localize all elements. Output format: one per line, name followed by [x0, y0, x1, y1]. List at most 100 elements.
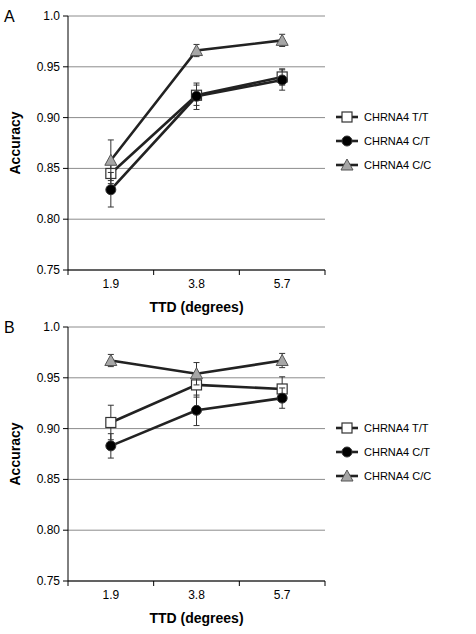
- grid-line: [68, 66, 325, 67]
- x-axis-label: TTD (degrees): [149, 299, 243, 315]
- legend-label: CHRNA4 C/C: [364, 470, 431, 482]
- data-point: [192, 405, 202, 415]
- x-axis-divider: [68, 270, 69, 275]
- y-tick: [63, 16, 68, 17]
- data-point: [277, 75, 287, 85]
- error-cap: [279, 69, 285, 70]
- y-tick-label: 0.90: [37, 111, 61, 125]
- x-axis: [68, 270, 325, 271]
- y-tick-label: 0.90: [37, 422, 61, 436]
- error-cap: [108, 180, 114, 181]
- legend-label: CHRNA4 C/C: [364, 159, 431, 171]
- y-tick-label: 0.75: [37, 263, 61, 277]
- error-cap: [279, 376, 285, 377]
- y-tick: [63, 479, 68, 480]
- x-axis-divider: [68, 581, 69, 586]
- plot-area: [105, 34, 288, 207]
- legend-marker: [342, 112, 352, 122]
- y-tick: [63, 377, 68, 378]
- error-cap: [194, 56, 200, 57]
- error-cap: [108, 207, 114, 208]
- y-axis: [68, 16, 69, 270]
- y-tick-label: 0.95: [37, 371, 61, 385]
- legend-marker: [341, 470, 353, 481]
- x-axis-label: TTD (degrees): [149, 610, 243, 626]
- grid-line: [68, 270, 325, 271]
- data-point: [105, 355, 117, 366]
- error-cap: [279, 46, 285, 47]
- y-axis: [68, 327, 69, 581]
- grid-line: [68, 479, 325, 480]
- y-tick-label: 0.95: [37, 60, 61, 74]
- legend-label: CHRNA4 C/T: [364, 446, 430, 458]
- x-tick-label: 1.9: [102, 588, 119, 602]
- error-cap: [108, 405, 114, 406]
- x-tick-label: 3.8: [188, 588, 205, 602]
- panel: BAccuracyTTD (degrees)0.750.800.850.900.…: [4, 319, 431, 626]
- y-tick: [63, 66, 68, 67]
- data-point: [192, 91, 202, 101]
- legend: CHRNA4 T/T CHRNA4 C/T CHRNA4 C/C: [336, 422, 431, 482]
- y-tick: [63, 168, 68, 169]
- x-tick-label: 1.9: [102, 277, 119, 291]
- y-tick: [63, 581, 68, 582]
- error-cap: [194, 362, 200, 363]
- legend-marker: [342, 423, 352, 433]
- y-tick: [63, 219, 68, 220]
- x-axis: [68, 581, 325, 582]
- series-line: [111, 77, 282, 174]
- legend-label: CHRNA4 C/T: [364, 135, 430, 147]
- y-tick-label: 0.80: [37, 212, 61, 226]
- legend-marker: [342, 136, 352, 146]
- error-cap: [194, 395, 200, 396]
- error-cap: [194, 425, 200, 426]
- grid-line: [68, 530, 325, 531]
- x-tick-label: 3.8: [188, 277, 205, 291]
- x-axis-divider: [325, 270, 326, 275]
- x-axis-divider: [153, 270, 154, 275]
- error-cap: [279, 68, 285, 69]
- y-tick-label: 0.80: [37, 523, 61, 537]
- y-tick: [63, 428, 68, 429]
- panel: AAccuracyTTD (degrees)0.750.800.850.900.…: [4, 8, 431, 315]
- data-point: [106, 418, 116, 428]
- x-tick-label: 5.7: [274, 588, 291, 602]
- grid-line: [68, 428, 325, 429]
- legend-label: CHRNA4 T/T: [364, 422, 429, 434]
- y-tick: [63, 270, 68, 271]
- grid-line: [68, 581, 325, 582]
- grid-line: [68, 117, 325, 118]
- plot-area: [105, 353, 288, 458]
- grid-line: [68, 16, 325, 17]
- error-cap: [108, 433, 114, 434]
- series-line: [111, 40, 282, 160]
- y-axis-label: Accuracy: [7, 422, 23, 485]
- error-cap: [279, 408, 285, 409]
- data-point: [106, 441, 116, 451]
- legend-label: CHRNA4 T/T: [364, 111, 429, 123]
- error-cap: [194, 109, 200, 110]
- data-point: [191, 368, 203, 379]
- panel-label: A: [4, 8, 15, 25]
- y-tick-label: 0.85: [37, 472, 61, 486]
- y-tick-label: 1.0: [43, 320, 60, 334]
- grid-line: [68, 219, 325, 220]
- y-tick: [63, 117, 68, 118]
- error-cap: [108, 139, 114, 140]
- y-tick: [63, 530, 68, 531]
- x-axis-divider: [239, 270, 240, 275]
- x-axis-divider: [153, 581, 154, 586]
- data-point: [106, 185, 116, 195]
- y-tick-label: 1.0: [43, 9, 60, 23]
- data-point: [105, 154, 117, 165]
- figure: A Accuracy TTD (degrees) 0.75 0.80 0.85 0.90 0.…: [0, 0, 476, 634]
- y-axis-label: Accuracy: [7, 111, 23, 174]
- error-cap: [279, 387, 285, 388]
- x-tick-label: 5.7: [274, 277, 291, 291]
- data-point: [191, 45, 203, 56]
- panel-label: B: [4, 319, 15, 336]
- x-axis-divider: [325, 581, 326, 586]
- error-cap: [194, 83, 200, 84]
- data-point: [277, 393, 287, 403]
- error-cap: [108, 458, 114, 459]
